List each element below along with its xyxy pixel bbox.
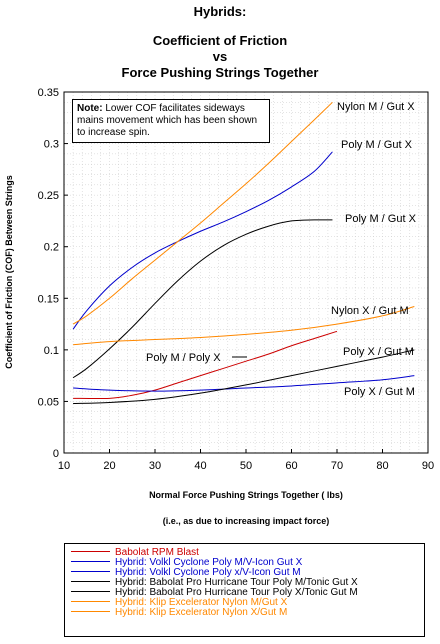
- axis-ticks: 10 20 30 40 50 60 70 80 90 0 0.05 0.1 0.15 0.2 0.25 0.3…: [38, 87, 435, 472]
- title-line-3: vs: [212, 49, 228, 64]
- title-line-4: Force Pushing Strings Together: [121, 65, 319, 80]
- x-tick-label: 30: [149, 460, 161, 472]
- chart-title: Hybrids: Coefficient of Friction vs Forc…: [0, 4, 440, 81]
- title-line-1: Hybrids:: [193, 4, 247, 19]
- x-tick-label: 50: [240, 460, 252, 472]
- y-tick-label: 0.05: [38, 396, 59, 408]
- y-tick-label: 0.1: [44, 345, 59, 357]
- legend-swatch: [71, 590, 110, 592]
- y-tick-label: 0.3: [44, 139, 59, 151]
- legend-item-6: Hybrid: Klip Excelerator Nylon M/Gut X: [71, 598, 424, 608]
- series-labels: Poly M / Poly X Poly M / Gut X Poly X / Gu…: [146, 101, 417, 398]
- legend-label: Hybrid: Volkl Cyclone Poly x/V-Icon Gut …: [115, 567, 301, 578]
- legend-label: Hybrid: Klip Excelerator Nylon X/Gut M: [115, 607, 288, 618]
- legend-swatch: [71, 570, 110, 572]
- x-tick-label: 60: [285, 460, 297, 472]
- legend-item-1: Babolat RPM Blast: [71, 548, 424, 558]
- x-axis-label: Normal Force Pushing Strings Together ( …: [149, 490, 343, 500]
- legend-swatch: [71, 610, 110, 612]
- legend-label: Hybrid: Volkl Cyclone Poly M/V-Icon Gut …: [115, 557, 303, 568]
- note-box: Note: Lower COF facilitates sideways mai…: [72, 99, 270, 143]
- series-label-6: Nylon M / Gut X: [337, 101, 415, 113]
- legend-label: Hybrid: Babolat Pro Hurricane Tour Poly …: [115, 577, 358, 588]
- series-line-7: [73, 306, 415, 346]
- title-line-2: Coefficient of Friction: [152, 33, 288, 48]
- series-line-1: [73, 330, 338, 400]
- legend-item-4: Hybrid: Babolat Pro Hurricane Tour Poly …: [71, 578, 424, 588]
- grid: [64, 92, 428, 453]
- legend-item-5: Hybrid: Babolat Pro Hurricane Tour Poly …: [71, 588, 424, 598]
- series-line-4: [72, 219, 333, 379]
- x-tick-label: 90: [422, 460, 434, 472]
- legend-swatch: [71, 550, 110, 552]
- y-tick-label: 0.2: [44, 242, 59, 254]
- series-label-5: Poly X / Gut M: [343, 346, 414, 358]
- series-label-3: Poly X / Gut M: [344, 386, 415, 398]
- y-tick-label: 0: [53, 448, 59, 460]
- legend-label: Hybrid: Klip Excelerator Nylon M/Gut X: [115, 597, 288, 608]
- y-tick-label: 0.35: [38, 87, 59, 99]
- y-tick-label: 0.25: [38, 190, 59, 202]
- series-line-5: [73, 349, 415, 404]
- line-chart: 10 20 30 40 50 60 70 80 90 0 0.05 0.1 0.15 0.2 0.25 0.3…: [4, 87, 435, 472]
- legend-swatch: [71, 560, 110, 562]
- y-axis-label: Coefficient of Friction (COF) Between St…: [4, 175, 14, 369]
- legend: Babolat RPM Blast Hybrid: Volkl Cyclone P…: [64, 543, 425, 637]
- legend-swatch: [71, 580, 110, 582]
- series-label-4: Poly M / Gut X: [345, 213, 417, 225]
- x-tick-label: 70: [331, 460, 343, 472]
- note-bold: Note:: [77, 103, 103, 114]
- series-label-1: Poly M / Poly X: [146, 352, 221, 364]
- legend-label: Babolat RPM Blast: [115, 547, 199, 558]
- legend-swatch: [71, 600, 110, 602]
- x-tick-label: 40: [194, 460, 206, 472]
- x-tick-label: 10: [58, 460, 70, 472]
- note-text: Lower COF facilitates sideways mains mov…: [77, 103, 258, 138]
- legend-item-7: Hybrid: Klip Excelerator Nylon X/Gut M: [71, 608, 424, 618]
- series-line-6: [72, 101, 333, 325]
- x-tick-label: 20: [103, 460, 115, 472]
- legend-item-2: Hybrid: Volkl Cyclone Poly M/V-Icon Gut …: [71, 558, 424, 568]
- x-tick-label: 80: [376, 460, 388, 472]
- legend-item-3: Hybrid: Volkl Cyclone Poly x/V-Icon Gut …: [71, 568, 424, 578]
- legend-label: Hybrid: Babolat Pro Hurricane Tour Poly …: [115, 587, 358, 598]
- series-label-2: Poly M / Gut X: [341, 139, 413, 151]
- x-axis-sublabel: (i.e., as due to increasing impact force…: [162, 516, 330, 526]
- series-label-7: Nylon X / Gut M: [331, 305, 409, 317]
- series-lines: [72, 101, 415, 404]
- series-line-3: [73, 375, 415, 392]
- y-tick-label: 0.15: [38, 293, 59, 305]
- series-line-2: [72, 151, 333, 330]
